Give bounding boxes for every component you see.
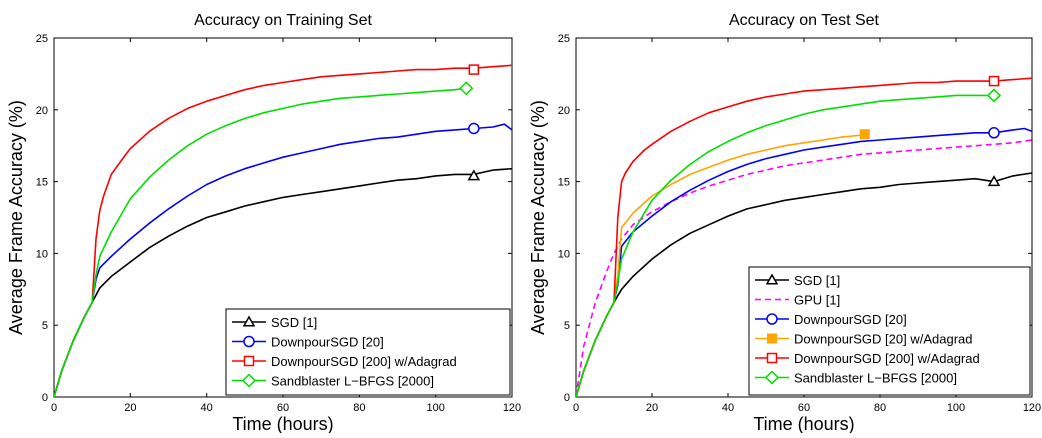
legend-marker: [243, 335, 255, 348]
y-axis-label: Average Frame Accuracy (%): [6, 100, 26, 335]
legend-entry-label: SGD [1]: [271, 315, 317, 330]
legend-marker: [767, 333, 777, 344]
series-marker: [988, 127, 1000, 139]
legend-box: [225, 308, 511, 396]
chart-title: Accuracy on Test Set: [729, 12, 880, 29]
legend-marker: [765, 273, 779, 285]
x-tick-label: 40: [722, 402, 734, 414]
y-axis-label: Average Frame Accuracy (%): [528, 100, 548, 335]
legend: SGD [1] GPU [1] DownpourSGD [20] DownpourSG…: [748, 266, 1031, 396]
series-group: [576, 77, 1032, 397]
series-line: [576, 94, 994, 397]
y-tick-label: 25: [558, 33, 570, 45]
legend-entry-label: Sandblaster L−BFGS [2000]: [271, 374, 434, 389]
y-tick-label: 10: [36, 248, 48, 260]
y-tick-label: 10: [558, 248, 570, 260]
series-line: [54, 167, 512, 397]
x-tick-label: 40: [201, 402, 213, 414]
legend-entry-label: DownpourSGD [20]: [271, 335, 384, 350]
x-tick-label: 100: [426, 402, 444, 414]
series-marker: [986, 88, 1002, 103]
x-tick-label: 60: [277, 402, 289, 414]
x-tick-label: 20: [124, 402, 136, 414]
chart-title: Accuracy on Training Set: [194, 12, 372, 29]
x-tick-label: 120: [1023, 402, 1041, 414]
chart-panel-2: Accuracy on Test Set 0 20 40 60 80 100 120 0 5 10 1…: [528, 12, 1041, 434]
series-marker: [988, 75, 1000, 87]
y-tick-label: 0: [564, 392, 570, 404]
series-marker: [467, 169, 481, 181]
legend-entry-label: DownpourSGD [200] w/Adagrad: [271, 354, 457, 369]
y-tick-label: 15: [558, 177, 570, 189]
chart-panel-1: Accuracy on Training Set 0 20 40 60 80 100 120 0…: [6, 12, 521, 434]
legend-entry-label: Sandblaster L−BFGS [2000]: [794, 371, 957, 386]
series-group: [54, 64, 512, 397]
legend-marker: [241, 373, 257, 388]
y-tick-label: 5: [42, 320, 48, 332]
y-tick-label: 20: [558, 105, 570, 117]
x-axis-label: Time (hours): [232, 414, 333, 433]
x-tick-label: 0: [573, 402, 579, 414]
legend-marker: [766, 313, 778, 325]
y-tick-label: 15: [36, 177, 48, 189]
y-tick-label: 0: [42, 392, 48, 404]
legend-marker: [766, 352, 778, 364]
x-tick-label: 100: [947, 402, 965, 414]
series-line: [576, 172, 1032, 397]
legend-marker: [243, 355, 255, 367]
x-tick-label: 0: [51, 402, 57, 414]
series-marker: [987, 175, 1001, 187]
series-marker: [468, 64, 480, 75]
legend-entry-label: DownpourSGD [200] w/Adagrad: [794, 351, 980, 366]
legend-entry-label: SGD [1]: [794, 273, 840, 288]
x-tick-label: 120: [503, 402, 521, 414]
legend: SGD [1] DownpourSGD [20] DownpourSGD [200]…: [225, 308, 511, 396]
x-axis-label: Time (hours): [753, 414, 854, 433]
y-tick-label: 20: [36, 105, 48, 117]
legend-marker: [242, 315, 256, 327]
series-line: [576, 77, 1032, 397]
x-tick-label: 20: [646, 402, 658, 414]
legend-box: [748, 266, 1031, 396]
series-marker: [859, 129, 870, 140]
y-tick-label: 5: [564, 320, 570, 332]
series-marker: [468, 122, 480, 135]
legend-entry-label: DownpourSGD [20]: [794, 312, 907, 327]
legend-entry-label: GPU [1]: [794, 293, 840, 308]
series-line: [576, 139, 1032, 397]
x-tick-label: 80: [353, 402, 365, 414]
y-tick-label: 25: [36, 33, 48, 45]
x-tick-label: 60: [798, 402, 810, 414]
series-marker: [459, 81, 474, 96]
series-line: [54, 87, 467, 397]
legend-entry-label: DownpourSGD [20] w/Adagrad: [794, 332, 972, 347]
legend-marker: [764, 370, 780, 385]
series-line: [54, 64, 512, 397]
x-tick-label: 80: [874, 402, 886, 414]
